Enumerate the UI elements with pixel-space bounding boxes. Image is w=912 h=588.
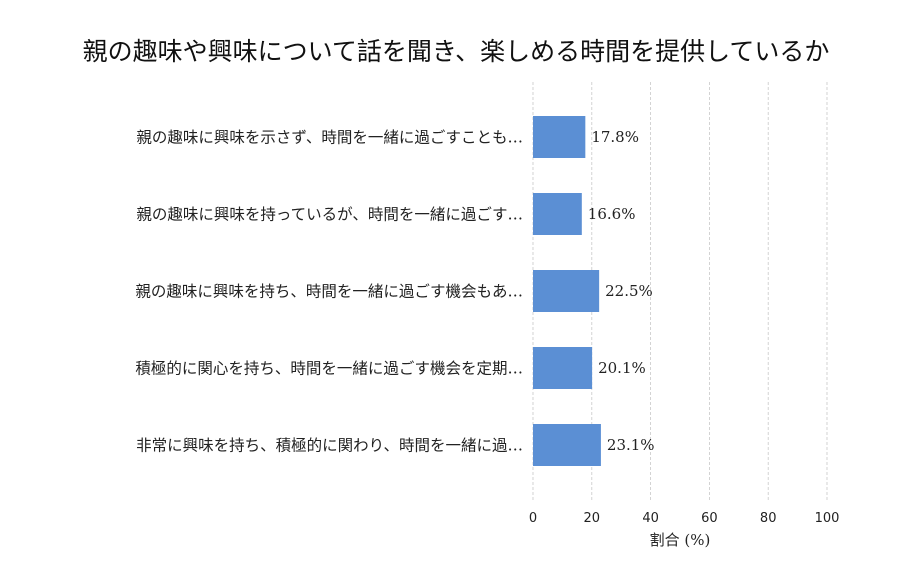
- data-label: 16.6%: [588, 205, 636, 223]
- chart-title: 親の趣味や興味について話を聞き、楽しめる時間を提供しているか: [83, 37, 830, 66]
- category-label: 非常に興味を持ち、積極的に関わり、時間を一緒に過…: [136, 437, 523, 455]
- x-tick-label: 100: [815, 511, 840, 526]
- bar: [533, 347, 593, 389]
- data-label: 23.1%: [607, 436, 655, 454]
- x-axis-label: 割合 (%): [650, 531, 711, 549]
- x-tick-label: 60: [701, 511, 718, 526]
- x-tick-label: 0: [529, 511, 537, 526]
- x-tick-label: 80: [760, 511, 777, 526]
- x-tick-label: 40: [642, 511, 659, 526]
- bar: [533, 116, 586, 158]
- x-axis-ticks: 0 20 40 60 80 100: [529, 511, 840, 526]
- category-labels: 親の趣味に興味を示さず、時間を一緒に過ごすことも… 親の趣味に興味を持っているが、…: [135, 129, 523, 455]
- bar: [533, 270, 600, 312]
- bar: [533, 193, 582, 235]
- category-label: 積極的に関心を持ち、時間を一緒に過ごす機会を定期…: [135, 360, 523, 378]
- data-labels: 17.8% 16.6% 22.5% 20.1% 23.1%: [588, 128, 655, 454]
- category-label: 親の趣味に興味を示さず、時間を一緒に過ごすことも…: [136, 129, 523, 147]
- x-tick-label: 20: [584, 511, 601, 526]
- category-label: 親の趣味に興味を持っているが、時間を一緒に過ごす…: [136, 206, 523, 224]
- bar: [533, 424, 601, 466]
- data-label: 17.8%: [591, 128, 639, 146]
- category-label: 親の趣味に興味を持ち、時間を一緒に過ごす機会もあ…: [135, 283, 523, 301]
- data-label: 20.1%: [598, 359, 646, 377]
- data-label: 22.5%: [605, 282, 653, 300]
- bars: [533, 116, 601, 466]
